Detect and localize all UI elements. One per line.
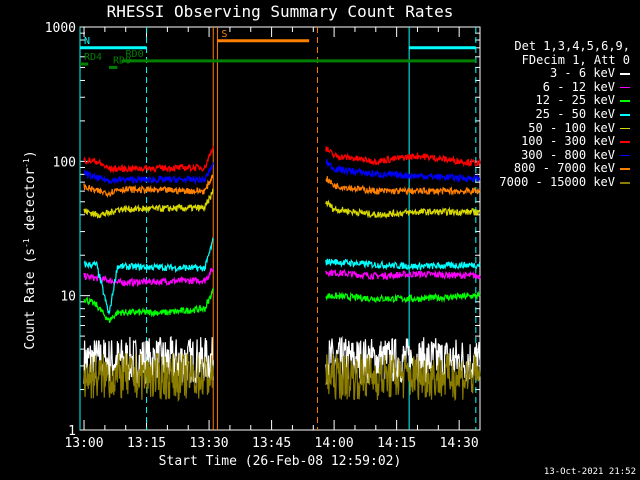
y-tick-label: 1	[68, 424, 76, 439]
x-tick-label: 14:30	[440, 436, 479, 451]
series-line	[325, 158, 481, 184]
series-line	[83, 288, 214, 324]
legend-swatch	[620, 100, 630, 102]
legend-entry: 12 - 25 keV	[484, 94, 630, 108]
x-tick-label: 13:15	[127, 436, 166, 451]
series-line	[325, 353, 481, 402]
legend-entry: 6 - 12 keV	[484, 79, 630, 95]
x-tick-label: 14:00	[315, 436, 354, 451]
series-line	[83, 267, 214, 288]
series-line	[83, 145, 214, 174]
legend: Det 1,3,4,5,6,9, FDecim 1, Att 0 3 - 6 k…	[484, 39, 630, 190]
legend-entry: 800 - 7000 keV	[484, 162, 630, 176]
x-tick-label: 13:30	[190, 436, 229, 451]
legend-swatch	[620, 86, 630, 89]
y-tick-label: 100	[53, 155, 76, 170]
series-line	[83, 174, 214, 199]
x-axis-label: Start Time (26-Feb-08 12:59:02)	[158, 454, 402, 469]
series-line	[83, 236, 214, 316]
legend-swatch	[620, 154, 630, 157]
series-line	[325, 268, 481, 281]
legend-entry-label: 7000 - 15000 keV	[499, 174, 615, 189]
flag-bar-label: S	[221, 29, 227, 40]
y-axis-label: Count Rate (s-1 detector-1)	[21, 150, 39, 350]
y-tick-label: 1000	[45, 21, 76, 36]
legend-entry-label: 300 - 800 keV	[521, 147, 615, 162]
flag-bar-label: RD4	[84, 52, 102, 63]
legend-entry: 300 - 800 keV	[484, 147, 630, 163]
series-line	[325, 176, 481, 197]
legend-swatch	[620, 73, 630, 75]
legend-entry-label: 25 - 50 keV	[535, 106, 615, 121]
legend-entry: 50 - 100 keV	[484, 120, 630, 136]
legend-swatch	[620, 141, 630, 143]
x-tick-label: 14:15	[377, 436, 416, 451]
flag-bar-label: RD0	[113, 55, 131, 66]
legend-header-line: FDecim 1, Att 0	[521, 52, 630, 67]
flag-bar-label: RD0	[126, 49, 144, 60]
legend-swatch	[620, 113, 630, 116]
legend-entry-label: 12 - 25 keV	[535, 93, 615, 108]
series-line	[325, 258, 481, 271]
series-line	[83, 162, 214, 186]
timestamp: 13-Oct-2021 21:52	[543, 467, 636, 477]
legend-swatch	[620, 181, 630, 184]
legend-entry-label: 800 - 7000 keV	[513, 161, 615, 176]
legend-entry-label: 6 - 12 keV	[542, 79, 615, 94]
series-line	[325, 290, 481, 304]
series-line	[83, 352, 214, 403]
legend-header-line: Det 1,3,4,5,6,9,	[514, 39, 630, 53]
x-tick-label: 13:45	[252, 436, 291, 451]
x-tick-label: 13:00	[64, 436, 103, 451]
y-tick-label: 10	[60, 290, 76, 305]
legend-swatch	[620, 127, 630, 130]
legend-entry-label: 100 - 300 keV	[521, 134, 615, 149]
series-line	[325, 146, 481, 168]
legend-entry: 25 - 50 keV	[484, 106, 630, 122]
legend-entry: 7000 - 15000 keV	[484, 174, 630, 190]
legend-entry: 3 - 6 keV	[484, 67, 630, 81]
series-line	[325, 199, 481, 219]
legend-entry-label: 50 - 100 keV	[528, 120, 615, 135]
chart-title: RHESSI Observing Summary Count Rates	[106, 2, 454, 21]
legend-entry: 100 - 300 keV	[484, 135, 630, 149]
flag-bar-label: N	[84, 36, 90, 47]
legend-swatch	[620, 168, 630, 170]
series-line	[83, 188, 214, 219]
legend-entry-label: 3 - 6 keV	[549, 66, 615, 81]
